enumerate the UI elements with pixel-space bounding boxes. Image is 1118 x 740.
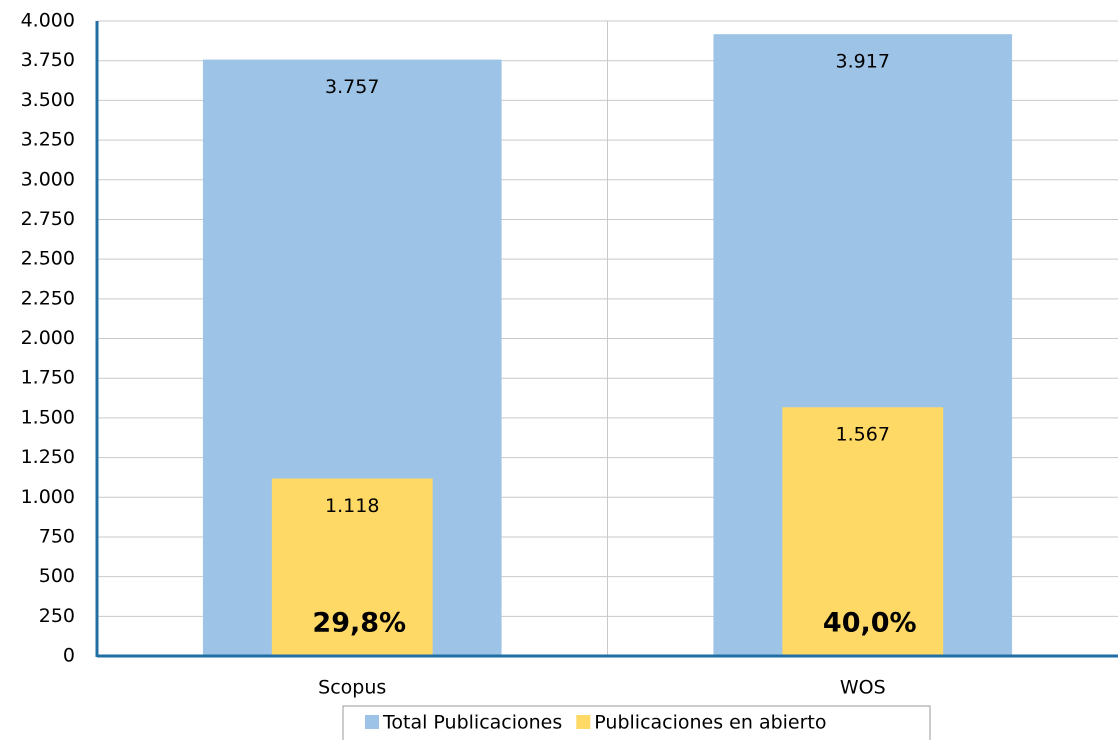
y-tick-label: 3.750 xyxy=(21,49,75,71)
y-tick-label: 3.500 xyxy=(21,89,75,111)
y-tick-label: 500 xyxy=(39,565,75,587)
value-label: 3.917 xyxy=(836,51,890,73)
annotation: 40,0% xyxy=(823,608,917,639)
legend-label: Publicaciones en abierto xyxy=(594,712,826,734)
y-tick-label: 1.250 xyxy=(21,446,75,468)
y-tick-label: 0 xyxy=(63,645,75,667)
value-label: 3.757 xyxy=(325,76,379,98)
y-tick-label: 750 xyxy=(39,525,75,547)
x-tick-label: Scopus xyxy=(318,677,386,699)
y-tick-label: 4.000 xyxy=(21,10,75,32)
y-tick-label: 1.000 xyxy=(21,486,75,508)
y-tick-label: 3.000 xyxy=(21,168,75,190)
value-label: 1.567 xyxy=(836,424,890,446)
y-tick-label: 1.750 xyxy=(21,367,75,389)
y-tick-label: 250 xyxy=(39,605,75,627)
legend-swatch xyxy=(365,715,379,729)
legend-swatch xyxy=(576,715,591,729)
bar xyxy=(782,407,944,656)
value-label: 1.118 xyxy=(325,495,379,517)
x-tick-label: WOS xyxy=(840,677,886,699)
y-tick-label: 1.500 xyxy=(21,406,75,428)
y-tick-label: 3.250 xyxy=(21,129,75,151)
annotation: 29,8% xyxy=(312,608,406,639)
legend-box xyxy=(342,705,931,740)
legend-label: Total Publicaciones xyxy=(382,712,562,734)
y-tick-label: 2.500 xyxy=(21,248,75,270)
y-tick-label: 2.750 xyxy=(21,208,75,230)
y-tick-label: 2.250 xyxy=(21,287,75,309)
bar xyxy=(271,478,433,656)
y-tick-label: 2.000 xyxy=(21,327,75,349)
